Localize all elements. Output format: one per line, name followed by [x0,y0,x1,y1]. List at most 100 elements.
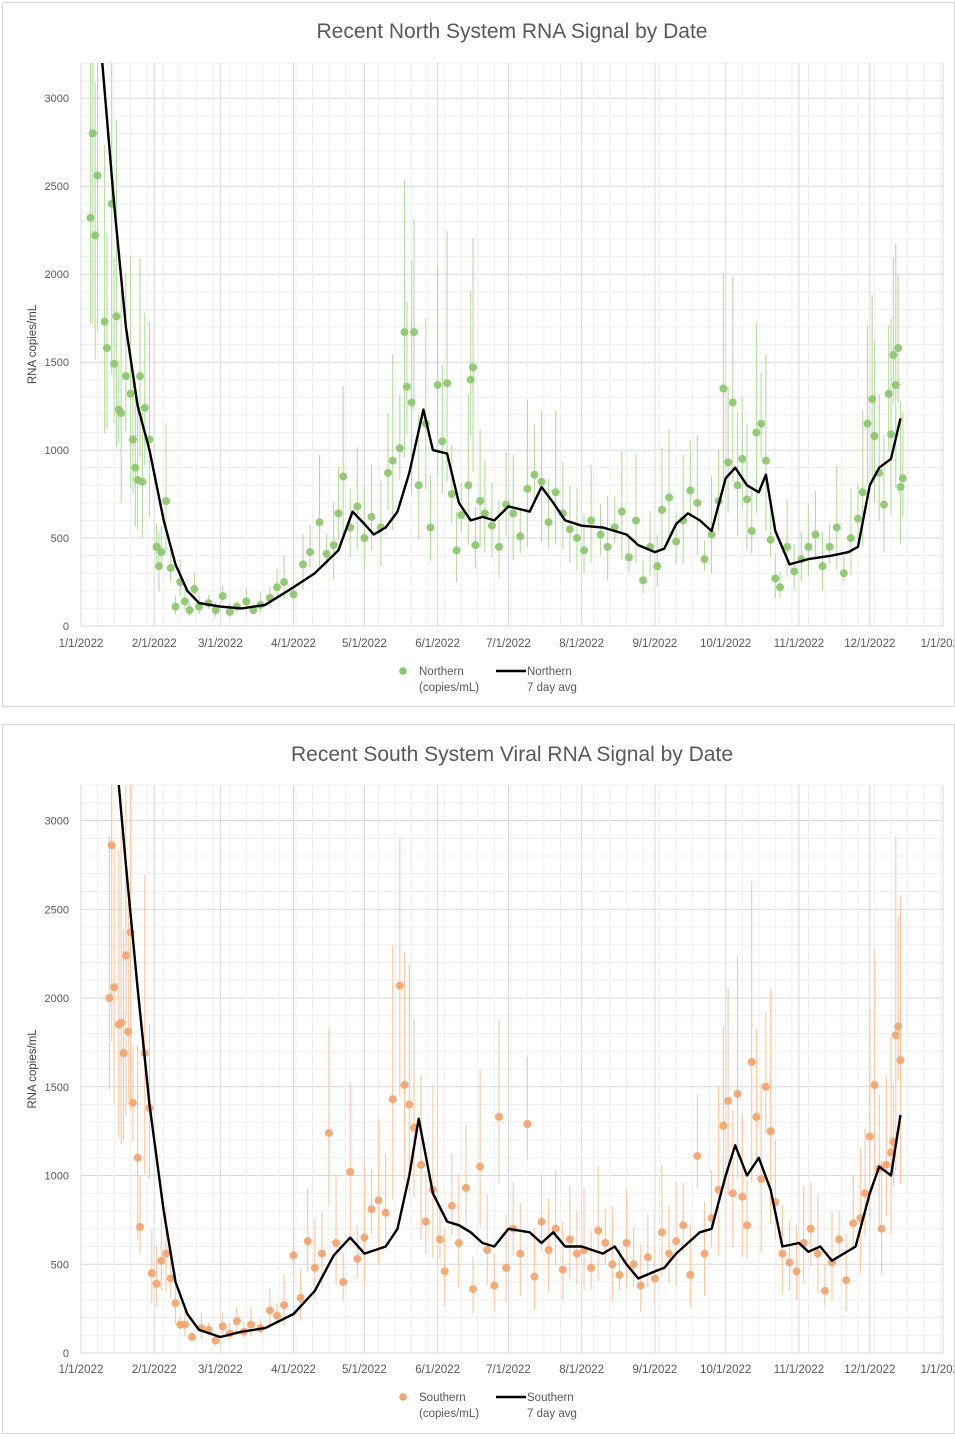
avg-line [117,785,902,1339]
data-point [471,541,480,550]
data-point [421,1217,430,1226]
data-point [870,1080,879,1089]
north-chart: Recent North System RNA Signal by Date 0 5… [27,20,954,694]
data-point [93,171,102,180]
data-point [896,483,905,492]
data-point [490,1281,499,1290]
data-point [211,1336,220,1345]
data-point [596,530,605,539]
data-point [400,328,409,337]
x-tick-label: 11/1/2022 [774,638,824,650]
south-chart: Recent South System Viral RNA Signal by … [27,743,954,1420]
data-point [414,481,423,490]
data-point [846,534,855,543]
data-point [495,542,504,551]
y-tick-label: 3000 [45,93,69,105]
data-point [813,1249,822,1258]
data-point [861,1189,870,1198]
legend-label-avg: Southern [527,1392,574,1404]
data-point [91,231,100,240]
legend-label-avg: 7 day avg [527,682,577,694]
data-point [785,1258,794,1267]
data-point [700,1249,709,1258]
data-point [601,1238,610,1247]
data-point [88,129,97,138]
chart-title: Recent North System RNA Signal by Date [316,20,707,43]
data-point [622,1238,631,1247]
data-point [185,606,194,615]
data-point [783,542,792,551]
data-point [166,1274,175,1283]
data-point [672,537,681,546]
chart-title: Recent South System Viral RNA Signal by … [291,743,733,766]
data-point [700,555,709,564]
data-point [447,490,456,499]
y-tick-label: 2000 [45,269,69,281]
data-point [889,351,898,360]
data-point [133,1153,142,1162]
data-point [440,1267,449,1276]
y-axis-label: RNA copies/mL [27,1029,39,1109]
x-tick-label: 8/1/2022 [559,1364,604,1376]
data-point [273,583,282,592]
data-point [280,1301,289,1310]
data-point [171,602,180,611]
y-tick-label: 0 [63,621,69,633]
data-point [180,597,189,606]
data-point [686,486,695,495]
data-point [464,481,473,490]
x-tick-label: 7/1/2022 [486,1364,531,1376]
data-point [483,1246,492,1255]
data-point [580,546,589,555]
avg-line [101,63,902,610]
data-point [835,1235,844,1244]
x-tick-label: 6/1/2022 [415,638,460,650]
data-point [863,419,872,428]
data-point [138,477,147,486]
y-tick-label: 1500 [45,1082,69,1094]
data-point [121,372,130,381]
data-point [825,542,834,551]
data-point [466,375,475,384]
data-point [136,372,145,381]
data-point [728,398,737,407]
data-point [136,1222,145,1231]
data-point [516,1249,525,1258]
data-point [608,1260,617,1269]
data-point [310,1263,319,1272]
data-point [617,507,626,516]
data-point [679,1221,688,1230]
data-point [665,493,674,502]
data-point [761,456,770,465]
data-point [502,1263,511,1272]
data-point [100,317,109,326]
data-point [804,542,813,551]
data-point [112,312,121,321]
data-point [896,1056,905,1065]
x-tick-label: 8/1/2022 [559,638,604,650]
data-point [117,409,126,418]
data-point [686,1270,695,1279]
gridlines [80,784,944,1354]
legend-label-points: Northern [419,666,464,678]
x-tick-label: 2/1/2022 [132,638,177,650]
data-point [452,546,461,555]
data-point [868,395,877,404]
data-point [643,1253,652,1262]
data-point [140,403,149,412]
data-point [407,398,416,407]
data-point [353,502,362,511]
data-point [324,1128,333,1137]
data-point [154,562,163,571]
data-point [187,1333,196,1342]
data-point [629,1260,638,1269]
data-point [405,1100,414,1109]
x-tick-label: 7/1/2022 [486,638,531,650]
data-point [572,1249,581,1258]
data-point [438,437,447,446]
data-point [147,1269,156,1278]
data-point [778,1249,787,1258]
data-point [128,435,137,444]
data-point [119,1049,128,1058]
data-point [289,590,298,599]
